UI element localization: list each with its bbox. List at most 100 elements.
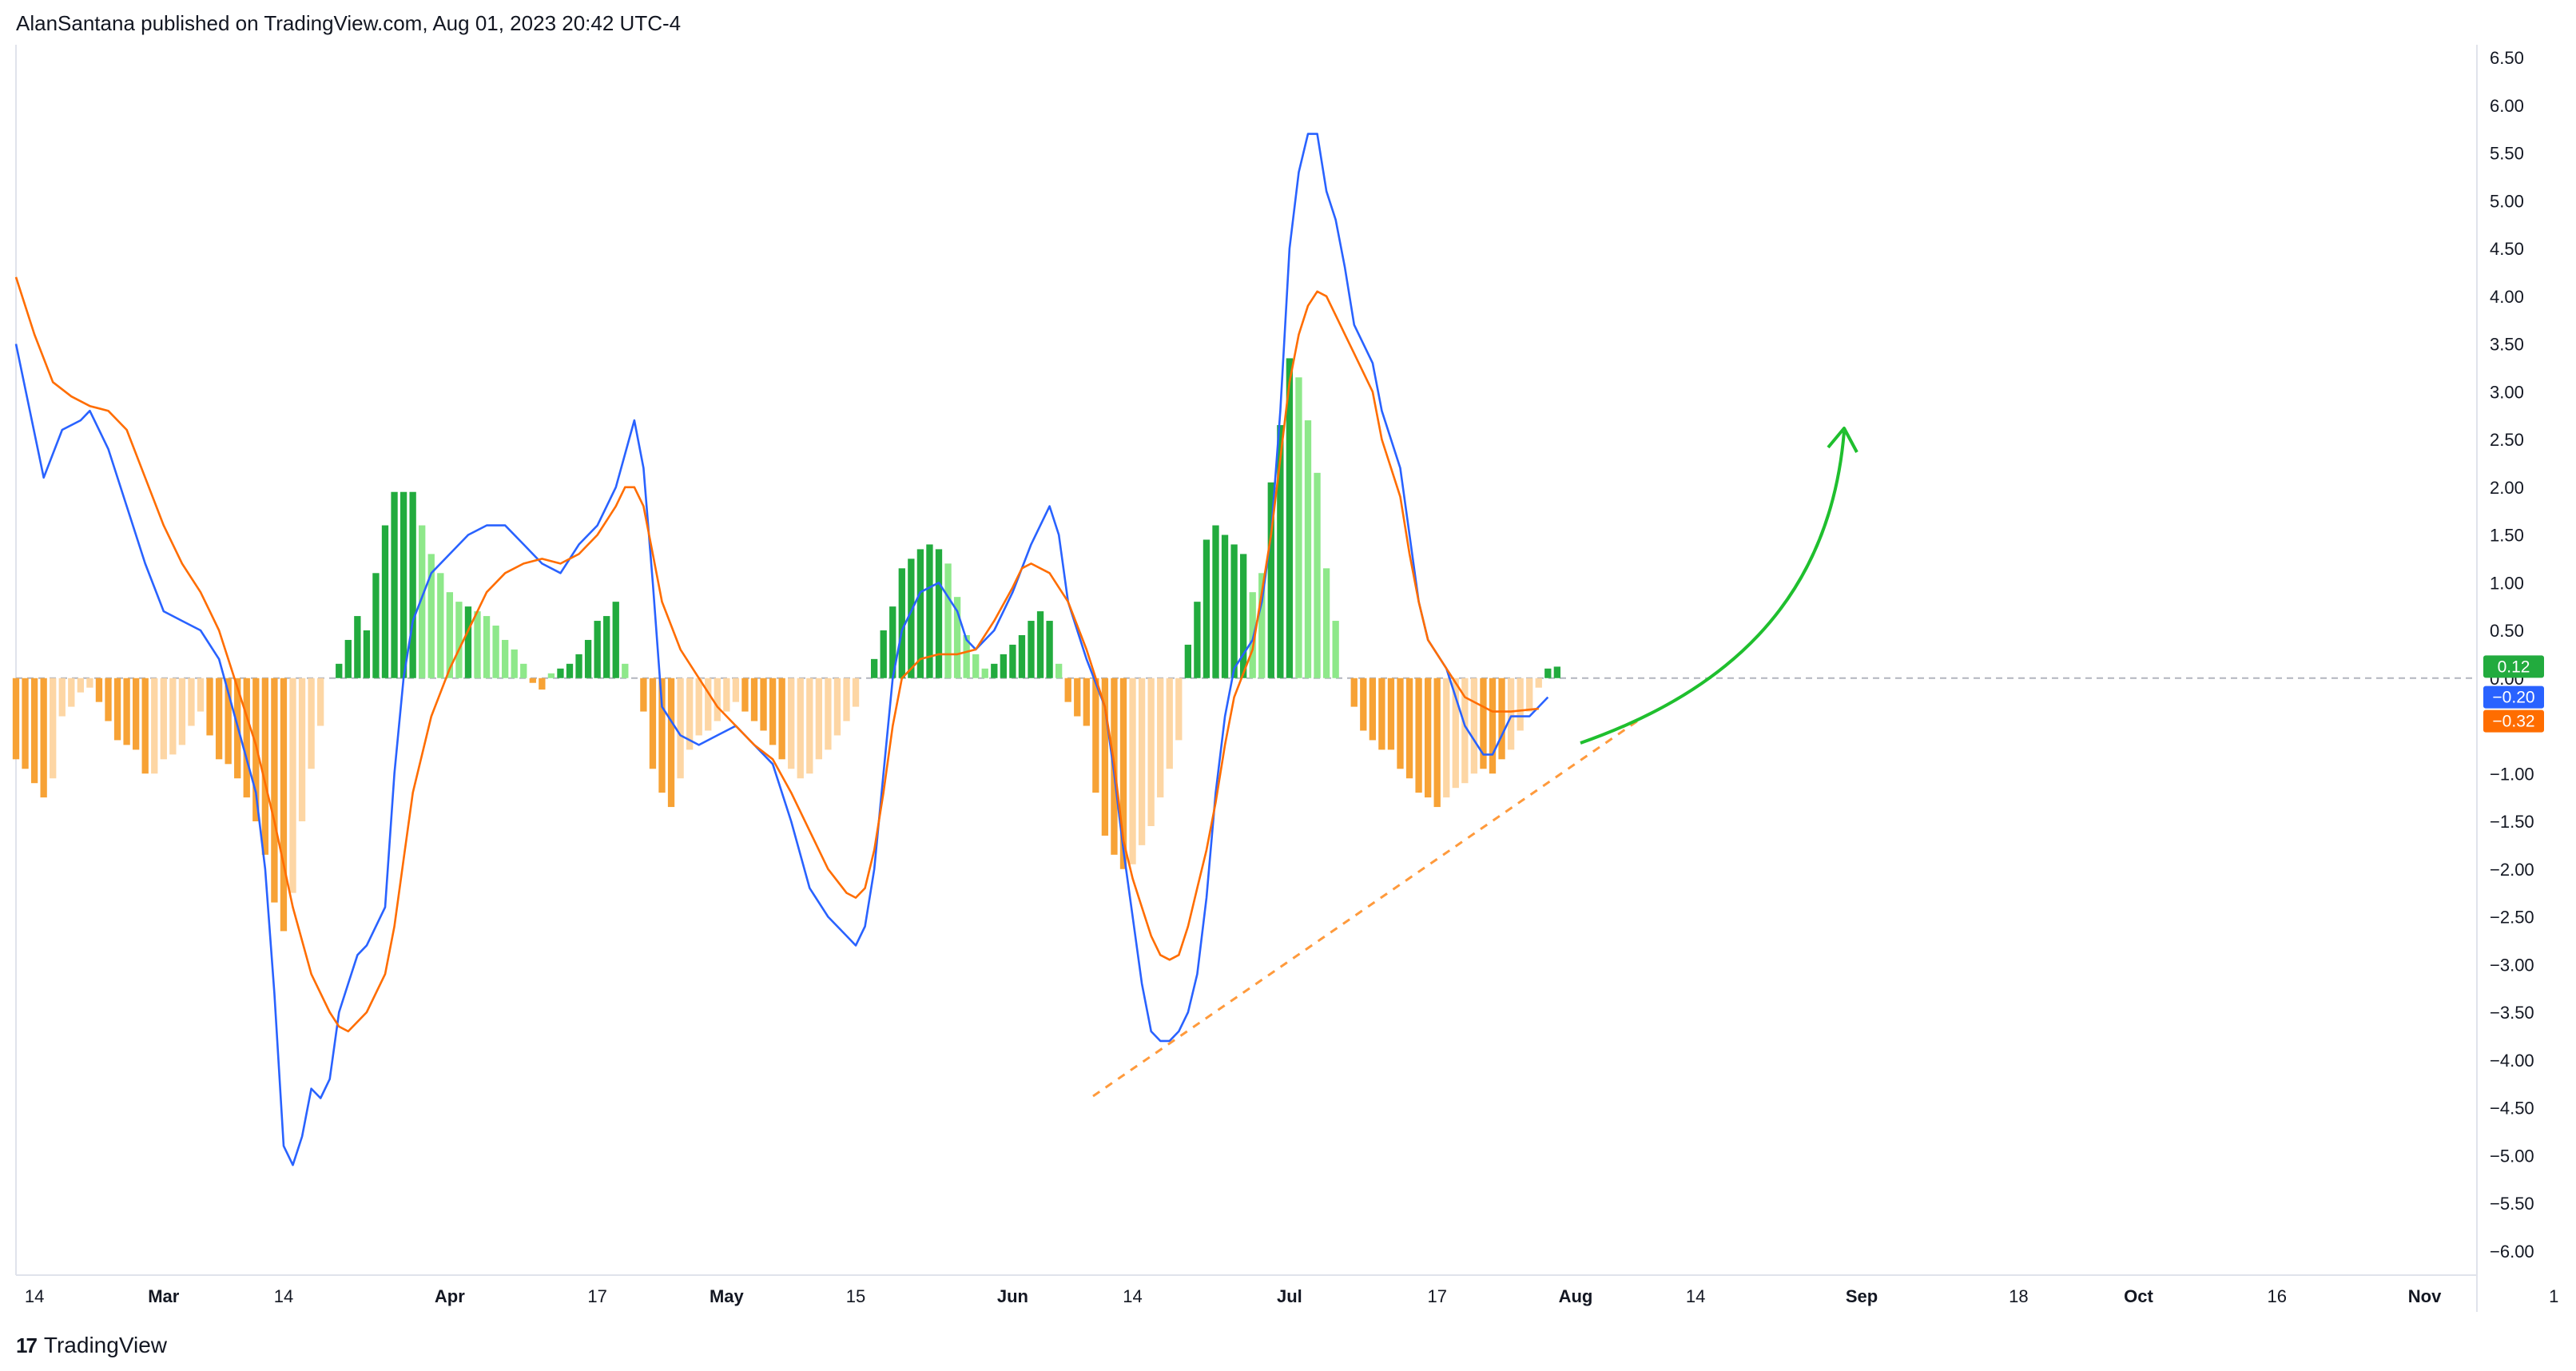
time-tick-label: Nov	[2408, 1286, 2442, 1306]
histogram-bar	[1009, 644, 1016, 678]
histogram-bar	[95, 678, 103, 702]
price-tick-label: 3.50	[2490, 335, 2524, 355]
histogram-bar	[206, 678, 213, 736]
histogram-bar	[1461, 678, 1469, 784]
price-tick-label: −1.50	[2490, 812, 2534, 832]
histogram-bar	[1517, 678, 1524, 731]
publisher-attribution: AlanSantana published on TradingView.com…	[16, 11, 682, 35]
histogram-bar	[658, 678, 666, 793]
histogram-bar	[1415, 678, 1422, 793]
bullish-arrow[interactable]	[1580, 431, 1846, 745]
time-tick-label: 17	[1427, 1286, 1446, 1306]
histogram-bar	[1350, 678, 1358, 707]
histogram-bar	[58, 678, 66, 717]
histogram-bar	[797, 678, 804, 779]
histogram-bar	[22, 678, 29, 769]
histogram-bar	[1138, 678, 1146, 845]
time-tick-label: 17	[587, 1286, 606, 1306]
histogram-bar	[1147, 678, 1155, 826]
price-tick-label: −3.00	[2490, 955, 2534, 975]
price-label-badge	[2483, 655, 2544, 678]
time-tick-label: Jun	[997, 1286, 1028, 1306]
time-tick-label: 1	[2549, 1286, 2558, 1306]
histogram-bar	[446, 592, 454, 678]
histogram-bar	[77, 678, 85, 693]
tradingview-footer[interactable]: 17 TradingView	[16, 1333, 167, 1358]
histogram-bar	[529, 678, 536, 683]
histogram-bar	[215, 678, 223, 760]
price-tick-label: −1.00	[2490, 764, 2534, 784]
histogram-bar	[1055, 663, 1063, 678]
histogram-bar	[1507, 678, 1515, 750]
macd-lines	[14, 133, 1549, 1166]
macd-histogram	[12, 358, 1561, 932]
price-tick-label: 2.50	[2490, 430, 2524, 450]
price-tick-label: 4.50	[2490, 239, 2524, 259]
annotation-drawings	[1092, 427, 1858, 1098]
histogram-bar	[1470, 678, 1478, 774]
histogram-bar	[981, 668, 988, 678]
histogram-bar	[381, 525, 389, 678]
time-tick-label: Jul	[1277, 1286, 1302, 1306]
price-label-text: −0.20	[2492, 689, 2534, 707]
histogram-bar	[1544, 668, 1552, 678]
histogram-bar	[1405, 678, 1413, 779]
histogram-bar	[944, 563, 952, 678]
histogram-bar	[972, 654, 980, 678]
histogram-bar	[1129, 678, 1136, 864]
histogram-bar	[1397, 678, 1404, 769]
macd-line	[14, 133, 1549, 1166]
time-tick-label: 14	[1123, 1286, 1142, 1306]
time-tick-label: Mar	[148, 1286, 180, 1306]
histogram-bar	[132, 678, 140, 750]
histogram-bar	[953, 597, 961, 678]
histogram-bar	[612, 602, 619, 678]
time-tick-label: 14	[25, 1286, 44, 1306]
histogram-bar	[1360, 678, 1367, 731]
histogram-bar	[594, 621, 601, 678]
price-label-text: −0.32	[2492, 713, 2534, 731]
histogram-bar	[1378, 678, 1385, 750]
histogram-bar	[252, 678, 260, 821]
histogram-bar	[723, 678, 730, 712]
histogram-bar	[898, 568, 905, 678]
price-tick-label: −2.50	[2490, 908, 2534, 928]
histogram-bar	[667, 678, 675, 808]
histogram-bar	[197, 678, 205, 712]
histogram-bar	[1249, 592, 1256, 678]
price-axis[interactable]: 6.50 6.00 5.50 5.00 4.50 4.00 3.50 3.00 2.50 2.00…	[2490, 48, 2534, 1262]
support-trendline[interactable]	[1092, 719, 1639, 1098]
time-tick-label: May	[710, 1286, 745, 1306]
histogram-bar	[400, 491, 407, 678]
price-labels: 0.12 −0.20 −0.32	[2483, 655, 2544, 733]
histogram-bar	[30, 678, 38, 784]
histogram-bar	[1000, 654, 1008, 678]
histogram-bar	[788, 678, 795, 769]
histogram-bar	[889, 606, 896, 678]
price-tick-label: 2.00	[2490, 478, 2524, 498]
histogram-bar	[280, 678, 288, 932]
histogram-bar	[1221, 534, 1229, 678]
histogram-bar	[391, 491, 398, 678]
histogram-bar	[1498, 678, 1505, 760]
histogram-bar	[261, 678, 269, 855]
histogram-bar	[1028, 621, 1035, 678]
time-tick-label: 15	[846, 1286, 865, 1306]
price-tick-label: 4.00	[2490, 287, 2524, 307]
histogram-bar	[455, 602, 463, 678]
histogram-bar	[363, 630, 371, 678]
price-tick-label: 5.00	[2490, 191, 2524, 211]
histogram-bar	[926, 544, 933, 678]
histogram-bar	[1101, 678, 1109, 836]
histogram-bar	[474, 611, 481, 678]
histogram-bar	[354, 616, 361, 678]
histogram-bar	[880, 630, 887, 678]
time-axis[interactable]: 14 Mar 14 Apr 17 May 15 Jun 14 Jul 17 Aug 14 Sep 18 Oct…	[25, 1286, 2559, 1306]
histogram-bar	[539, 678, 546, 690]
histogram-bar	[908, 558, 915, 678]
histogram-bar	[1489, 678, 1497, 774]
histogram-bar	[547, 673, 555, 678]
histogram-bar	[1286, 358, 1294, 678]
histogram-bar	[68, 678, 75, 707]
histogram-bar	[778, 678, 785, 760]
